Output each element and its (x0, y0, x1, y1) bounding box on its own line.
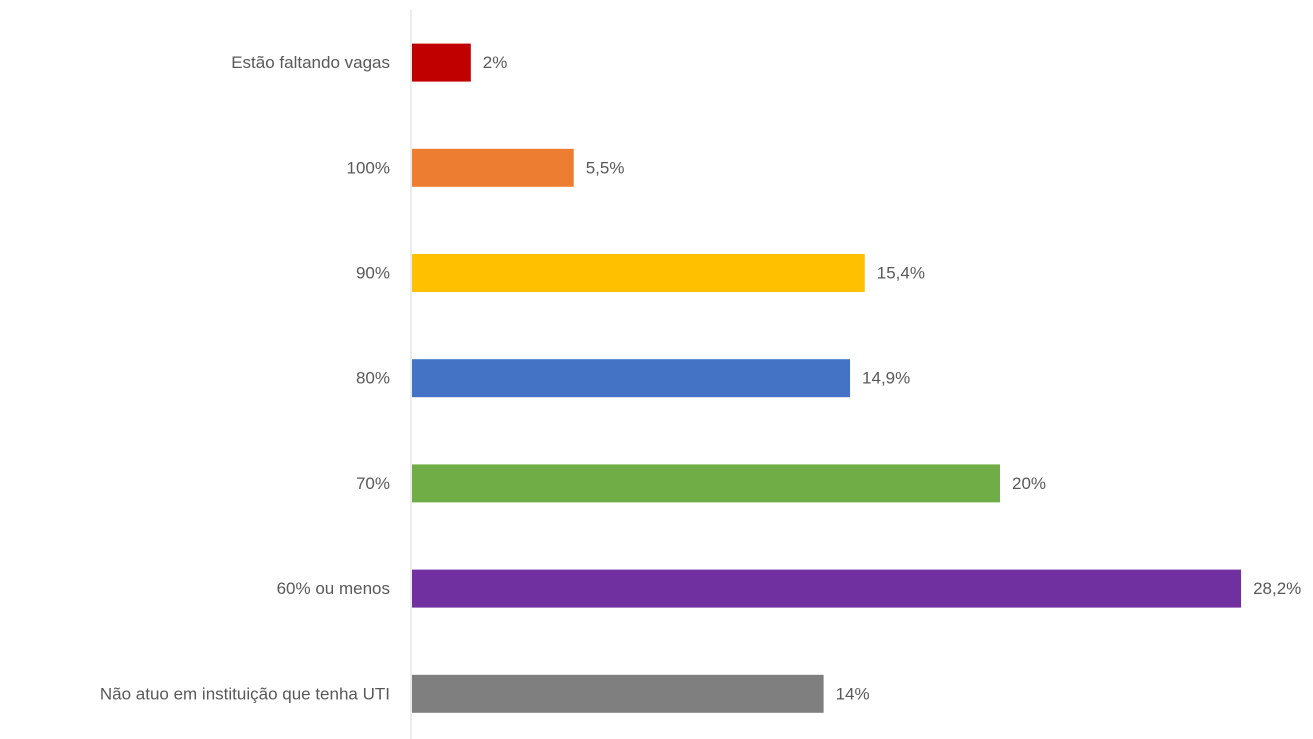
data-label: 28,2% (1253, 579, 1301, 598)
data-label: 14% (836, 684, 870, 703)
category-label: Estão faltando vagas (231, 53, 390, 72)
category-label: 70% (356, 474, 390, 493)
bar (412, 43, 471, 82)
data-label: 20% (1012, 474, 1046, 493)
bar (412, 148, 574, 187)
data-label: 2% (483, 53, 508, 72)
bar (412, 254, 865, 292)
bar (412, 674, 824, 713)
category-label: 60% ou menos (277, 579, 390, 598)
bar (412, 569, 1242, 608)
category-label: 80% (356, 369, 390, 388)
category-label: Não atuo em instituição que tenha UTI (100, 684, 390, 703)
data-label: 14,9% (862, 369, 910, 388)
data-label: 15,4% (877, 263, 925, 282)
bar (412, 359, 851, 398)
bar (412, 464, 1000, 503)
category-label: 90% (356, 263, 390, 282)
data-label: 5,5% (586, 158, 625, 177)
category-label: 100% (347, 158, 390, 177)
